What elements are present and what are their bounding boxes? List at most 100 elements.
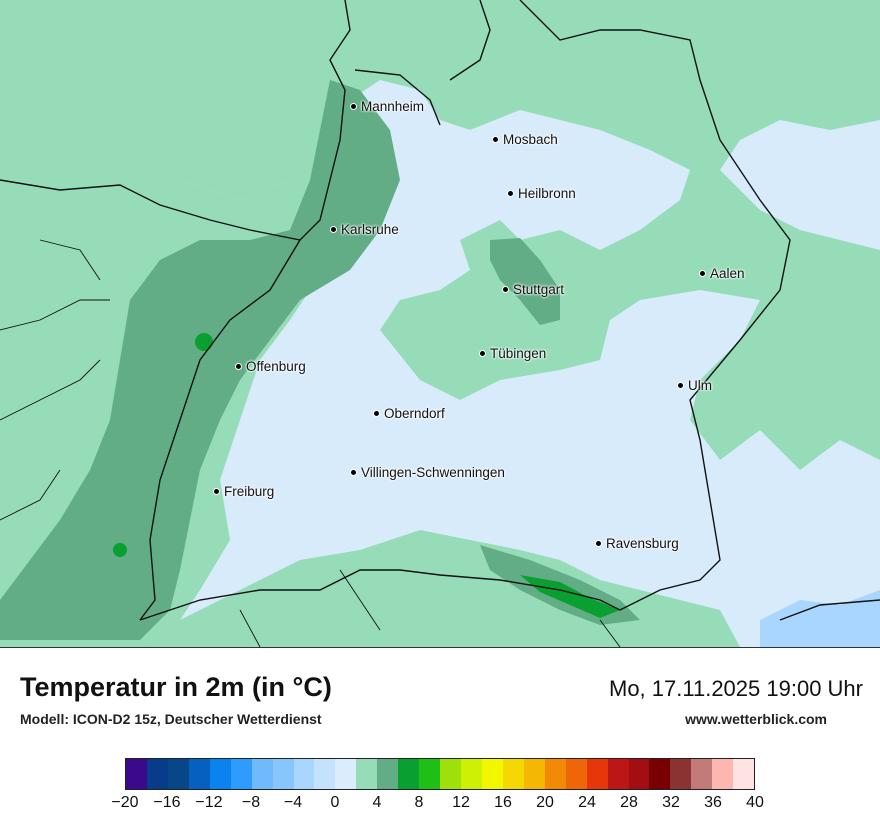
city-dot-icon	[350, 103, 357, 110]
legend-swatch	[335, 759, 357, 789]
city-marker: Oberndorf	[373, 406, 445, 421]
city-dot-icon	[235, 363, 242, 370]
state-borders	[0, 0, 880, 621]
city-dot-icon	[677, 382, 684, 389]
color-legend	[125, 758, 755, 790]
legend-tick-label: 32	[662, 794, 680, 811]
city-dot-icon	[699, 270, 706, 277]
legend-swatch	[146, 759, 168, 789]
legend-swatch	[649, 759, 671, 789]
city-label: Villingen-Schwenningen	[361, 465, 505, 480]
legend-tick-label: 0	[330, 794, 340, 811]
city-label: Mosbach	[503, 132, 558, 147]
legend-swatch	[440, 759, 461, 789]
model-source: Modell: ICON-D2 15z, Deutscher Wetterdie…	[20, 711, 322, 727]
legend-swatch	[272, 759, 294, 789]
warm-spot-rhine	[195, 333, 213, 351]
city-marker: Freiburg	[213, 484, 274, 499]
legend-tick-label: −16	[153, 794, 181, 811]
legend-swatch	[251, 759, 273, 789]
legend-tick-label: 16	[494, 794, 512, 811]
city-dot-icon	[330, 226, 337, 233]
city-label: Offenburg	[246, 359, 306, 374]
legend-tick-label: −4	[283, 794, 303, 811]
city-marker: Stuttgart	[502, 282, 564, 297]
map-canvas	[0, 0, 880, 647]
city-marker: Karlsruhe	[330, 222, 399, 237]
legend-tick-label: 12	[452, 794, 470, 811]
city-marker: Tübingen	[479, 346, 546, 361]
legend-swatch	[209, 759, 231, 789]
map-footer: Temperatur in 2m (in °C) Modell: ICON-D2…	[0, 648, 880, 830]
city-marker: Heilbronn	[507, 186, 576, 201]
legend-swatch	[314, 759, 336, 789]
legend-swatch	[398, 759, 420, 789]
legend-swatch	[481, 759, 503, 789]
legend-swatch	[167, 759, 189, 789]
legend-swatch	[293, 759, 315, 789]
warm-spot-freiburg	[113, 543, 127, 557]
legend-swatch	[691, 759, 713, 789]
legend-swatch	[502, 759, 524, 789]
legend-tick-label: 28	[620, 794, 638, 811]
warm-area-north	[0, 0, 880, 470]
city-dot-icon	[595, 540, 602, 547]
city-label: Oberndorf	[384, 406, 445, 421]
city-label: Mannheim	[361, 99, 425, 114]
legend-tick-label: −12	[195, 794, 223, 811]
city-label: Tübingen	[490, 346, 547, 361]
website-link[interactable]: www.wetterblick.com	[685, 711, 827, 727]
legend-swatch	[461, 759, 482, 789]
city-label: Ulm	[688, 378, 712, 393]
city-dot-icon	[350, 469, 357, 476]
city-dot-icon	[502, 286, 509, 293]
legend-swatch	[586, 759, 608, 789]
legend-swatch	[419, 759, 441, 789]
cold-spot-alps	[760, 590, 880, 647]
legend-tick-label: 40	[746, 794, 764, 811]
legend-swatch	[607, 759, 629, 789]
legend-tick-label: −8	[241, 794, 261, 811]
legend-tick-label: 4	[372, 794, 382, 811]
map-title: Temperatur in 2m (in °C)	[20, 672, 332, 702]
city-marker: Aalen	[699, 266, 745, 281]
legend-swatch	[544, 759, 566, 789]
legend-swatch	[126, 759, 147, 789]
legend-ticks: −20 −16 −12 −8 −4 0 4 8 12 16 20 24 28 32 36 40	[111, 794, 763, 816]
city-dot-icon	[479, 350, 486, 357]
legend-swatch	[356, 759, 378, 789]
city-marker: Mannheim	[350, 99, 424, 114]
legend-swatch	[523, 759, 545, 789]
temperature-map: Mannheim Mosbach Heilbronn Karlsruhe Aal…	[0, 0, 880, 648]
legend-swatch	[230, 759, 252, 789]
legend-tick-label: 24	[578, 794, 596, 811]
city-marker: Offenburg	[235, 359, 306, 374]
city-label: Ravensburg	[606, 536, 679, 551]
legend-tick-label: 36	[704, 794, 722, 811]
city-label: Aalen	[710, 266, 745, 281]
city-dot-icon	[373, 410, 380, 417]
city-marker: Ulm	[677, 378, 712, 393]
legend-swatch	[188, 759, 210, 789]
city-marker: Ravensburg	[595, 536, 679, 551]
warm-spot-bodensee	[520, 575, 620, 618]
city-marker: Villingen-Schwenningen	[350, 465, 505, 480]
city-dot-icon	[213, 488, 220, 495]
city-label: Karlsruhe	[341, 222, 399, 237]
city-label: Freiburg	[224, 484, 275, 499]
legend-swatch	[377, 759, 399, 789]
district-borders	[0, 239, 621, 647]
legend-swatch	[712, 759, 734, 789]
legend-tick-label: −20	[111, 794, 139, 811]
city-marker: Mosbach	[492, 132, 558, 147]
forecast-datetime: Mo, 17.11.2025 19:00 Uhr	[609, 676, 863, 701]
legend-swatch	[670, 759, 692, 789]
mild-area-neckar	[490, 238, 560, 325]
city-dot-icon	[507, 190, 514, 197]
city-label: Heilbronn	[518, 186, 576, 201]
legend-tick-label: 8	[414, 794, 424, 811]
city-label: Stuttgart	[513, 282, 565, 297]
legend-swatch	[628, 759, 650, 789]
legend-swatch	[565, 759, 587, 789]
city-dot-icon	[492, 136, 499, 143]
